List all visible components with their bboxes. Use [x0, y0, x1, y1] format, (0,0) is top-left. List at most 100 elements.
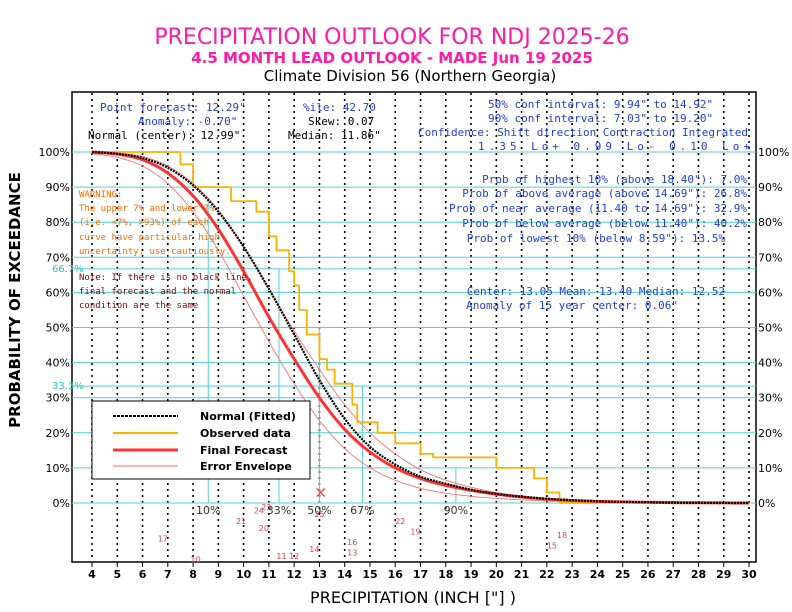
x-tick-30: 30	[741, 568, 757, 581]
x-tick-22: 22	[539, 568, 554, 581]
legend-label-observed: Observed data	[200, 427, 291, 440]
x-tick-13: 13	[312, 568, 327, 581]
year-label-25: 25	[314, 510, 324, 519]
year-label-10: 10	[191, 556, 201, 565]
cyan-mark-high: 66.7%	[52, 264, 84, 275]
percentile-labels: 10% 33% 50% 67% 90%	[196, 504, 468, 517]
legend: Normal (Fitted) Observed data Final Fore…	[91, 400, 311, 480]
x-tick-labels: 4 5 6 7 8 9 10 11 12 13 14 15 16 17 18 19 20 21 22 23 24 25 26…	[88, 568, 757, 581]
chart-subtitle: 4.5 MONTH LEAD OUTLOOK - MADE Jun 19 202…	[191, 49, 593, 67]
x-tick-5: 5	[113, 568, 121, 581]
y-tick-left-60: 60%	[46, 286, 70, 299]
point-forecast: Point forecast: 12.29"	[100, 101, 246, 114]
year-label-14: 14	[309, 545, 319, 554]
year-label-19: 19	[410, 528, 420, 537]
year-label-18: 18	[557, 531, 567, 540]
chart-title: PRECIPITATION OUTLOOK FOR NDJ 2025-26	[154, 25, 629, 50]
x-tick-4: 4	[88, 568, 96, 581]
note-line-2: condition are the same	[79, 301, 198, 311]
x-tick-12: 12	[287, 568, 302, 581]
x-tick-9: 9	[215, 568, 223, 581]
x-tick-20: 20	[489, 568, 505, 581]
x-tick-19: 19	[463, 568, 478, 581]
conf-50: 50% conf interval: 9.94" to 14.92"	[488, 98, 713, 111]
y-tick-right-30: 30%	[758, 392, 782, 405]
pct-label-50%: 50%	[307, 504, 331, 517]
note-line-0: Note: If there is no black line,	[79, 273, 252, 283]
grid-lines	[72, 93, 756, 567]
y-tick-right-70: 70%	[758, 251, 782, 264]
y-tick-right-80: 80%	[758, 216, 782, 229]
year-label-23: 23	[261, 503, 271, 512]
note-box: Note: If there is no black line, final f…	[79, 273, 252, 311]
prob-lowest: Prob of lowest 10% (below 8.59"): 13.5%	[467, 232, 726, 245]
pct-label-90%: 90%	[444, 504, 468, 517]
climate-division: Climate Division 56 (Northern Georgia)	[264, 67, 556, 85]
x-tick-26: 26	[640, 568, 656, 581]
x-tick-8: 8	[189, 568, 197, 581]
y-tick-left-10: 10%	[46, 462, 70, 475]
warning-line-0: WARNING:	[79, 190, 122, 200]
series-observed-data	[92, 151, 598, 504]
year-label-22: 22	[395, 517, 405, 526]
y-tick-right-50: 50%	[758, 322, 782, 335]
anomaly-15yr: Anomaly of 15 year center: 0.06"	[466, 299, 678, 312]
y-tick-right-100: 100%	[758, 146, 789, 159]
stats-left: Point forecast: 12.29" Anomaly: -0.70" N…	[88, 101, 381, 142]
center-line: Center: 13.05 Mean: 13.40 Median: 12.52	[467, 285, 725, 298]
warning-box: WARNING: The upper 7% and lower 7% (i.e.…	[79, 190, 231, 257]
legend-label-envelope: Error Envelope	[200, 460, 292, 473]
year-label-15: 15	[547, 542, 557, 551]
legend-label-normal: Normal (Fitted)	[200, 410, 296, 423]
year-label-21: 21	[236, 517, 246, 526]
x-tick-6: 6	[139, 568, 147, 581]
pct-label-33%: 33%	[267, 504, 291, 517]
x-tick-27: 27	[666, 568, 681, 581]
stats-right: 50% conf interval: 9.94" to 14.92" 90% c…	[418, 98, 750, 312]
x-tick-29: 29	[716, 568, 731, 581]
y-axis-label: PROBABILITY OF EXCEEDANCE	[6, 172, 24, 428]
x-tick-16: 16	[388, 568, 404, 581]
x-tick-24: 24	[590, 568, 606, 581]
y-tick-left-0: 0%	[53, 497, 70, 510]
y-tick-right-60: 60%	[758, 286, 782, 299]
y-tick-left-100: 100%	[39, 146, 70, 159]
pct-label-67%: 67%	[350, 504, 374, 517]
x-tick-11: 11	[261, 568, 276, 581]
x-tick-10: 10	[236, 568, 252, 581]
y-tick-left-80: 80%	[46, 216, 70, 229]
x-tick-7: 7	[164, 568, 172, 581]
year-label-20: 20	[259, 524, 269, 533]
prob-below: Prob of below average (below 11.40"): 40…	[462, 217, 747, 230]
center-marker	[316, 488, 326, 497]
y-tick-left-20: 20%	[46, 427, 70, 440]
x-tick-21: 21	[514, 568, 529, 581]
year-label-11: 11	[276, 552, 286, 561]
prob-near: Prob of near average (11.40 to 14.69"): …	[449, 202, 747, 215]
y-tick-right-20: 20%	[758, 427, 782, 440]
warning-line-4: uncertainty; use cautiously.	[79, 247, 231, 257]
median: Median: 11.86"	[288, 129, 381, 142]
conf-90: 90% conf interval: 7.03" to 19.20"	[488, 112, 713, 125]
warning-line-1: The upper 7% and lower 7%	[79, 204, 215, 214]
series-lines	[91, 150, 750, 505]
anomaly: Anomaly: -0.70"	[138, 115, 237, 128]
y-tick-right-10: 10%	[758, 462, 782, 475]
confidence-header: Confidence: Shift direction Contraction …	[418, 126, 748, 139]
y-tick-left-40: 40%	[46, 357, 70, 370]
y-tick-right-90: 90%	[758, 181, 782, 194]
note-line-1: final forecast and the normal	[79, 287, 236, 297]
year-label-17: 17	[158, 535, 168, 544]
year-label-16: 16	[347, 538, 357, 547]
y-tick-labels: 0% 0% 10% 10% 20% 20% 30% 30% 40% 40% 50% 50% 60% 60%…	[39, 146, 790, 510]
skew: Skew: 0.07	[308, 115, 374, 128]
prob-above: Prob of above average (above 14.69"): 26…	[462, 187, 747, 200]
y-tick-left-70: 70%	[46, 251, 70, 264]
x-tick-23: 23	[564, 568, 579, 581]
x-tick-28: 28	[691, 568, 706, 581]
year-label-24: 24	[254, 507, 264, 516]
cyan-mark-low: 33.3%	[52, 381, 84, 392]
y-tick-right-0: 0%	[758, 497, 775, 510]
